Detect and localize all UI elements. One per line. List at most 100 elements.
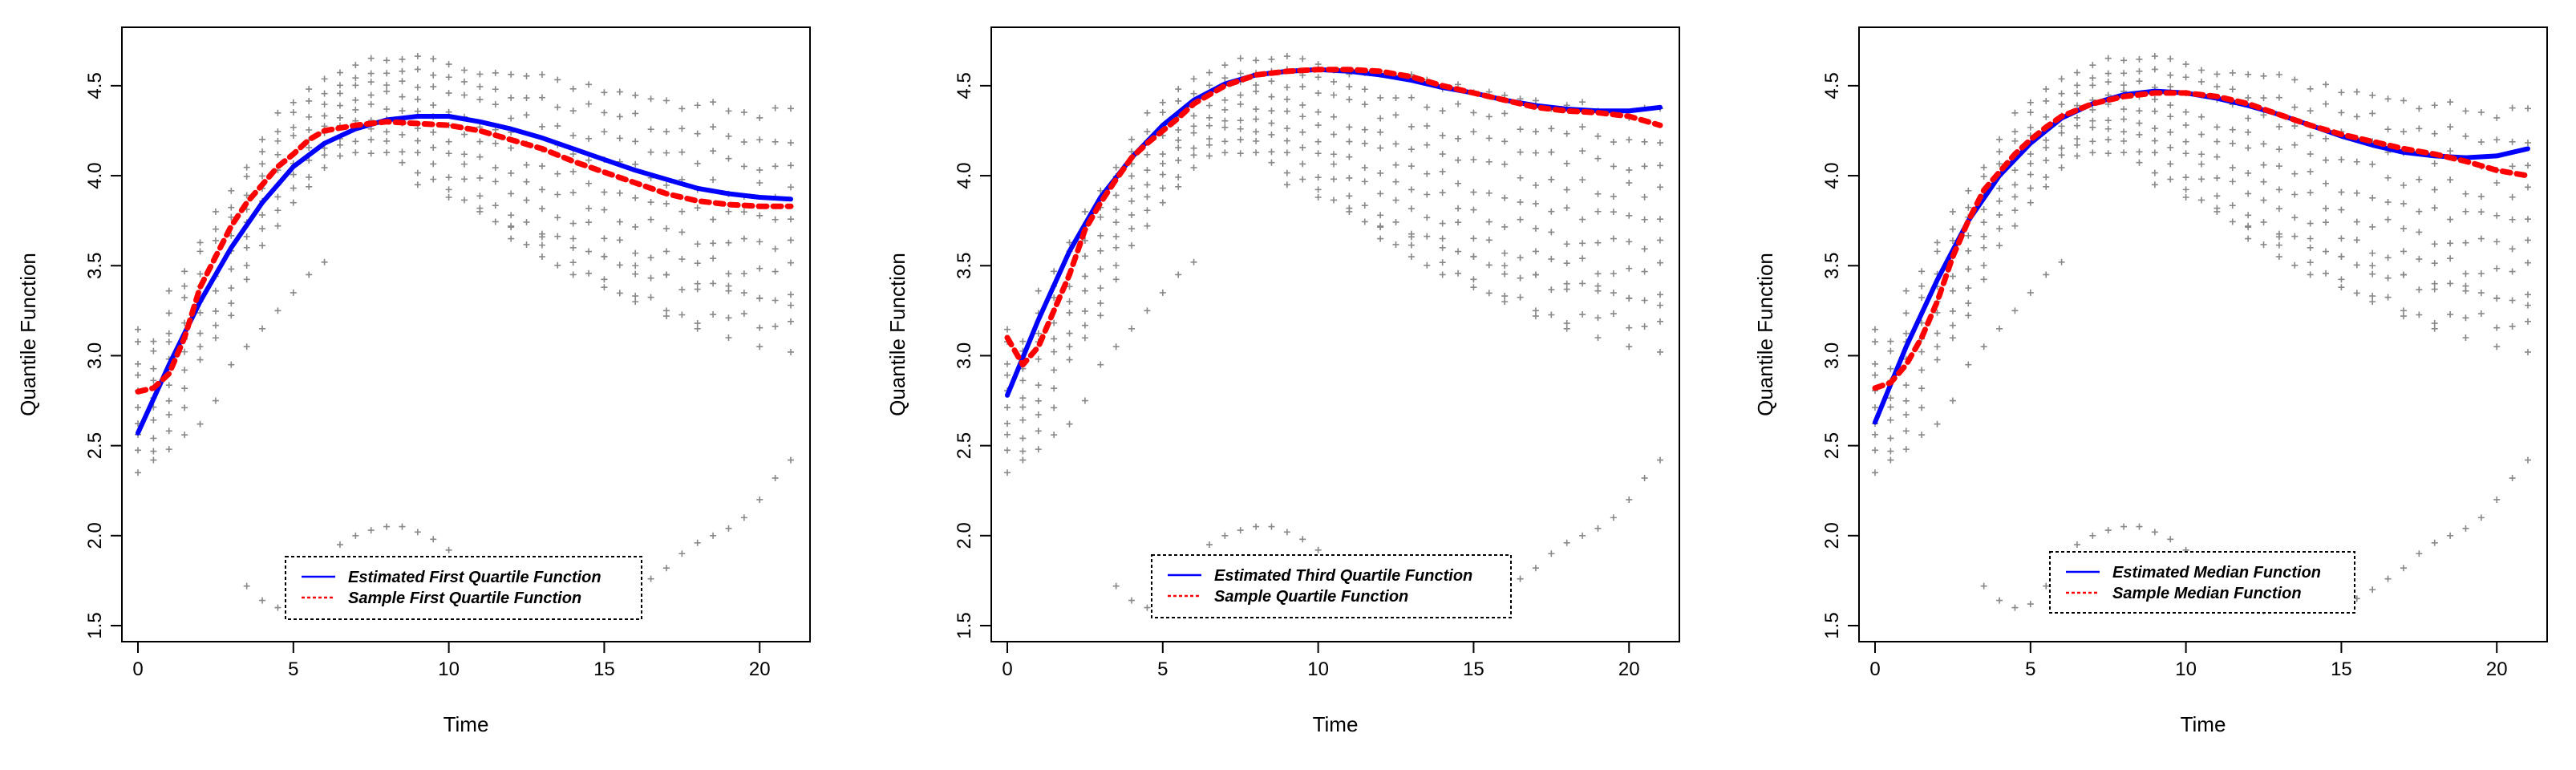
- scatter-point: [772, 268, 779, 275]
- scatter-point: [1144, 222, 1151, 229]
- scatter-point: [2213, 83, 2221, 91]
- scatter-point: [1934, 248, 1941, 255]
- scatter-point: [492, 69, 499, 76]
- scatter-point: [165, 411, 172, 419]
- scatter-point: [1190, 112, 1197, 120]
- scatter-point: [2384, 95, 2392, 103]
- scatter-point: [2462, 525, 2469, 532]
- scatter-point: [1579, 240, 1586, 247]
- scatter-point: [2509, 322, 2516, 330]
- scatter-point: [569, 132, 577, 139]
- scatter-point: [1470, 235, 1477, 242]
- scatter-point: [710, 280, 717, 287]
- scatter-point: [383, 149, 391, 156]
- scatter-point: [756, 238, 763, 245]
- scatter-point: [1035, 382, 1042, 389]
- scatter-point: [1439, 244, 1446, 251]
- scatter-point: [740, 310, 747, 318]
- scatter-point: [569, 220, 577, 227]
- scatter-point: [1237, 100, 1244, 107]
- scatter-point: [2291, 214, 2299, 221]
- scatter-point: [632, 249, 639, 257]
- scatter-point: [647, 254, 654, 261]
- scatter-point: [1470, 284, 1477, 291]
- scatter-point: [492, 218, 499, 225]
- scatter-point: [788, 162, 794, 169]
- scatter-point: [1205, 541, 1213, 549]
- scatter-point: [585, 81, 593, 88]
- y-tick-label: 4.0: [84, 162, 106, 188]
- scatter-point: [2493, 238, 2501, 245]
- scatter-point: [1918, 432, 1926, 439]
- scatter-point: [2291, 261, 2299, 269]
- scatter-point: [492, 164, 499, 172]
- scatter-point: [212, 225, 219, 233]
- legend: Estimated First Quartile Function Sample …: [285, 556, 642, 620]
- scatter-point: [2167, 102, 2174, 109]
- scatter-point: [1128, 242, 1136, 249]
- scatter-point: [1377, 190, 1384, 197]
- scatter-point: [1657, 291, 1663, 298]
- scatter-point: [2011, 193, 2019, 201]
- scatter-point: [1097, 265, 1104, 273]
- scatter-point: [1066, 239, 1073, 246]
- scatter-point: [1439, 151, 1446, 158]
- scatter-point: [1221, 149, 1229, 156]
- scatter-point: [1268, 120, 1275, 127]
- scatter-point: [1283, 169, 1290, 176]
- scatter-point: [2043, 271, 2050, 278]
- scatter-point: [2323, 156, 2330, 164]
- scatter-point: [2073, 102, 2080, 109]
- scatter-point: [554, 103, 561, 111]
- scatter-point: [1268, 55, 1275, 63]
- scatter-point: [756, 343, 763, 351]
- scatter-point: [2027, 160, 2034, 167]
- scatter-point: [508, 144, 515, 152]
- scatter-point: [1996, 212, 2003, 219]
- scatter-point: [1439, 259, 1446, 266]
- scatter-point: [2338, 253, 2345, 261]
- plot-frame: [990, 26, 1680, 642]
- scatter-point: [274, 151, 281, 158]
- scatter-point: [1657, 259, 1663, 266]
- scatter-point: [2120, 70, 2128, 77]
- scatter-point: [647, 294, 654, 301]
- scatter-point: [2011, 128, 2019, 136]
- scatter-point: [2384, 274, 2392, 282]
- x-tick-label: 0: [1002, 659, 1012, 680]
- scatter-point: [740, 209, 747, 216]
- y-tick-label: 4.5: [954, 72, 975, 99]
- scatter-point: [1517, 126, 1524, 133]
- scatter-point: [523, 111, 530, 119]
- scatter-point: [321, 112, 328, 120]
- scatter-point: [228, 265, 235, 273]
- scatter-point: [569, 168, 577, 175]
- scatter-point: [2104, 150, 2112, 157]
- scatter-point: [1051, 335, 1058, 342]
- scatter-point: [740, 139, 747, 146]
- scatter-point: [2353, 261, 2360, 269]
- scatter-point: [1980, 262, 1987, 270]
- scatter-point: [399, 93, 406, 100]
- scatter-point: [1283, 137, 1290, 144]
- chart-panel-1: 0 5 10 15 20 1.5 2.0 2.5 3.0 3.5 4.0 4.5 Time Quantil…: [16, 26, 811, 736]
- scatter-point: [2073, 122, 2080, 129]
- scatter-point: [1346, 174, 1353, 181]
- x-tick-label: 20: [1618, 659, 1640, 680]
- scatter-point: [538, 123, 545, 130]
- scatter-point: [2182, 186, 2189, 193]
- scatter-point: [2120, 106, 2128, 113]
- scatter-point: [694, 325, 701, 332]
- scatter-point: [2151, 149, 2158, 156]
- scatter-point: [710, 240, 717, 247]
- scatter-point: [306, 173, 313, 180]
- plot-frame: [1858, 26, 2548, 642]
- scatter-point: [694, 241, 701, 248]
- scatter-point: [1331, 160, 1337, 168]
- scatter-point: [678, 208, 686, 215]
- scatter-point: [2058, 258, 2065, 265]
- y-tick-label: 4.5: [1821, 72, 1843, 99]
- scatter-point: [740, 163, 747, 170]
- scatter-point: [2136, 523, 2143, 530]
